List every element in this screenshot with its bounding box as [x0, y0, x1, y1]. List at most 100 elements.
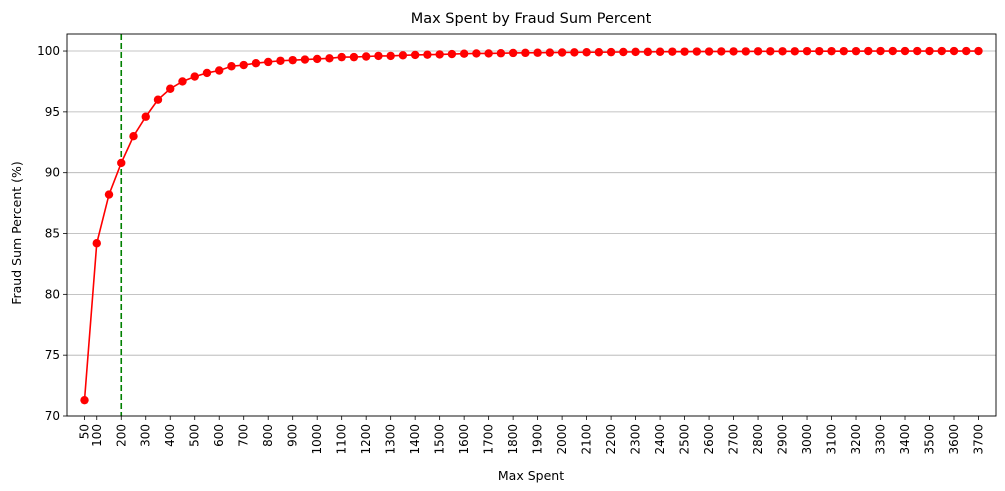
data-point [790, 47, 799, 56]
data-point [876, 46, 885, 56]
data-point [472, 49, 481, 58]
series-line [83, 50, 979, 401]
x-tick-label: 200 [114, 424, 128, 447]
x-tick-label: 800 [261, 424, 275, 447]
data-point [937, 46, 946, 56]
x-tick-label: 2600 [702, 424, 716, 455]
x-tick-label: 1200 [359, 424, 373, 455]
data-point [459, 49, 469, 58]
data-point [827, 46, 836, 56]
data-point [778, 47, 787, 56]
data-point [496, 49, 506, 58]
y-tick-label: 100 [37, 44, 60, 58]
y-tick-label: 90 [45, 166, 60, 180]
x-tick-label: 1100 [335, 424, 349, 455]
data-point [153, 95, 163, 104]
data-point [888, 46, 897, 56]
data-point [80, 395, 89, 405]
data-point [325, 54, 334, 63]
data-point [178, 77, 187, 86]
data-point [337, 52, 346, 62]
series-layer [80, 46, 983, 405]
data-point [398, 51, 408, 60]
x-tick-label: 1500 [433, 424, 447, 455]
y-tick-label: 70 [45, 409, 60, 423]
data-point [815, 46, 824, 56]
data-point [227, 62, 236, 71]
data-point [594, 48, 604, 57]
x-tick-label: 500 [188, 424, 202, 447]
x-tick-label: 2000 [555, 424, 569, 455]
x-tick-label: 2200 [604, 424, 618, 455]
data-point [606, 47, 616, 57]
y-ticks: 70 75 80 85 90 95 100 [37, 44, 67, 423]
x-tick-label: 3600 [947, 424, 961, 455]
data-point [570, 48, 579, 57]
x-tick-label: 900 [286, 424, 300, 447]
data-point [447, 49, 457, 59]
data-point [631, 47, 640, 57]
data-point [190, 72, 199, 81]
data-point [410, 50, 420, 60]
x-tick-label: 100 [90, 424, 104, 447]
data-point [680, 47, 689, 56]
data-point [729, 47, 738, 56]
x-tick-label: 3400 [898, 424, 912, 455]
data-point [741, 47, 751, 56]
data-point [557, 48, 567, 57]
data-point [974, 46, 983, 56]
data-point [655, 47, 665, 56]
data-point [288, 55, 297, 65]
x-tick-label: 3000 [800, 424, 814, 455]
x-tick-label: 2700 [727, 424, 741, 455]
data-point [251, 58, 261, 68]
data-point [300, 55, 310, 64]
axes [66, 33, 997, 417]
x-tick-label: 3200 [849, 424, 863, 455]
data-point [668, 47, 677, 56]
data-point [215, 66, 224, 75]
data-point [900, 46, 910, 56]
data-point [962, 46, 971, 56]
data-point [484, 49, 493, 58]
data-point [92, 239, 101, 248]
data-point [202, 68, 212, 78]
data-point [864, 46, 873, 56]
data-point [704, 47, 714, 56]
x-tick-label: 1300 [384, 424, 398, 455]
data-point [423, 50, 432, 59]
data-point [802, 46, 812, 56]
x-tick-label: 50 [78, 424, 92, 439]
x-tick-label: 3100 [825, 424, 839, 455]
x-tick-label: 700 [237, 424, 251, 447]
data-point [692, 47, 702, 56]
y-tick-label: 95 [45, 105, 60, 119]
data-point [349, 52, 359, 62]
gridlines [67, 50, 996, 417]
data-point [508, 48, 518, 58]
data-point [913, 46, 922, 56]
data-point [839, 46, 848, 56]
data-point [239, 60, 248, 70]
x-tick-label: 3700 [971, 424, 985, 455]
x-tick-label: 3300 [874, 424, 888, 455]
x-tick-label: 1000 [310, 424, 324, 455]
data-point [166, 84, 175, 93]
data-point [361, 52, 371, 61]
data-point [619, 47, 628, 57]
x-tick-label: 1900 [531, 424, 545, 455]
data-point [129, 131, 138, 141]
data-point [717, 47, 726, 56]
data-point [312, 54, 322, 64]
x-tick-label: 2900 [776, 424, 790, 455]
data-point [521, 48, 530, 58]
data-point [276, 56, 285, 65]
x-tick-label: 2800 [751, 424, 765, 455]
data-point [766, 47, 775, 56]
x-tick-label: 1400 [408, 424, 422, 455]
x-tick-label: 1800 [506, 424, 520, 455]
data-point [643, 47, 653, 57]
x-tick-label: 1600 [457, 424, 471, 455]
